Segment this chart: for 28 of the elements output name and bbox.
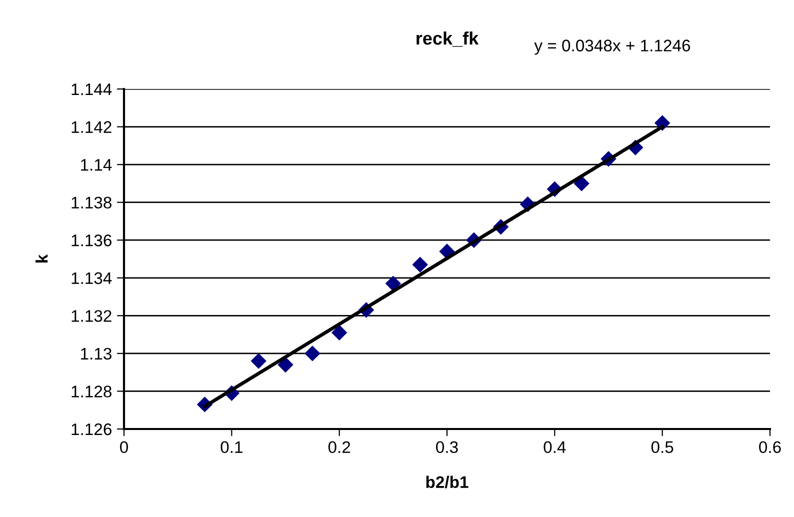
x-tick-label: 0.1 (220, 441, 242, 454)
point (332, 325, 347, 340)
point (574, 176, 590, 192)
y-tick-label: 1.138 (72, 196, 112, 209)
point (278, 357, 294, 372)
y-tick-label: 1.14 (81, 159, 112, 171)
y-tick-label: 1.134 (72, 272, 112, 284)
y-tick-label: 1.142 (72, 121, 112, 133)
y-tick-label: 1.126 (72, 423, 112, 436)
x-tick-label: 0.6 (759, 441, 781, 454)
y-tick-label: 1.13 (81, 348, 112, 360)
x-tick-label: 0.5 (651, 441, 674, 454)
point (386, 276, 401, 292)
y-tick-label: 1.132 (72, 310, 112, 322)
y-tick-label: 1.144 (72, 84, 112, 96)
x-tick-label: 0.2 (328, 441, 350, 454)
x-tick-label: 0 (120, 441, 128, 454)
point (251, 353, 266, 369)
y-tick-label: 1.136 (72, 234, 112, 246)
chart-title: reck_fk (416, 31, 479, 47)
y-tick-label: 1.128 (72, 386, 112, 398)
text: y = 0.0348x + 1.1246 (534, 40, 690, 55)
x-tick-label: 0.3 (436, 441, 458, 454)
point (304, 346, 320, 362)
x-tick-label: 0.4 (544, 441, 566, 454)
y-axis-title: k (36, 254, 48, 262)
point (412, 257, 428, 272)
x-axis-title: b2/b1 (426, 476, 468, 488)
